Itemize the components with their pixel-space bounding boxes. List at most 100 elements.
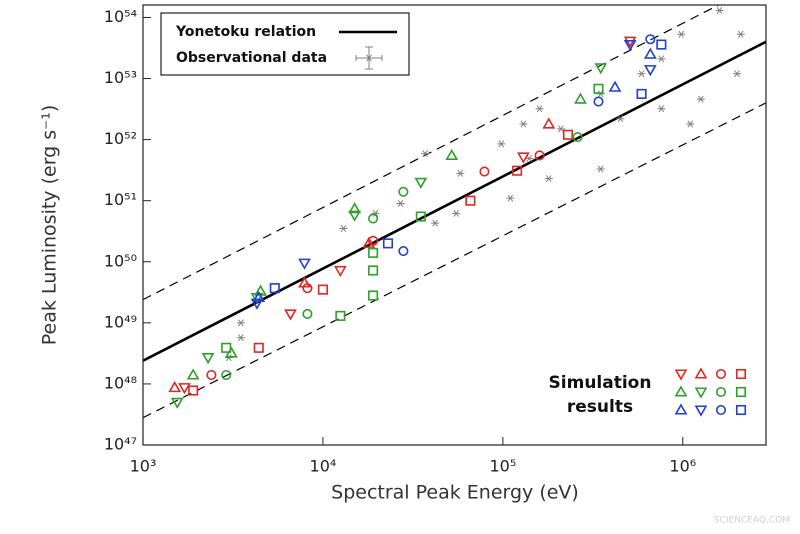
simulation-point bbox=[188, 385, 199, 396]
legend-box bbox=[160, 12, 410, 76]
annotation: Simulation bbox=[549, 373, 652, 393]
legend-swatch bbox=[694, 405, 708, 417]
simulation-point bbox=[348, 202, 361, 214]
simulation-point bbox=[516, 152, 530, 164]
simulation-point bbox=[368, 265, 379, 276]
observation-point bbox=[657, 55, 666, 63]
simulation-point bbox=[382, 238, 394, 249]
simulation-point bbox=[186, 368, 200, 380]
observation-point bbox=[497, 140, 506, 148]
simulation-point bbox=[253, 342, 264, 353]
y-tick-label: 10⁴⁷ bbox=[104, 435, 137, 454]
annotation: results bbox=[567, 397, 633, 417]
y-tick-label: 10⁵¹ bbox=[104, 190, 137, 209]
observation-point bbox=[715, 7, 724, 15]
observation-point bbox=[596, 90, 605, 98]
simulation-point bbox=[414, 177, 428, 189]
simulation-point bbox=[445, 148, 459, 161]
simulation-point bbox=[348, 210, 361, 222]
simulation-point bbox=[317, 284, 328, 295]
observation-point bbox=[236, 334, 245, 342]
x-tick-label: 10⁶ bbox=[669, 457, 696, 476]
y-tick-label: 10⁴⁸ bbox=[104, 373, 137, 392]
observation-point bbox=[431, 219, 440, 227]
simulation-point bbox=[269, 283, 280, 294]
y-tick-label: 10⁵³ bbox=[104, 68, 137, 87]
scatter-bound bbox=[143, 102, 766, 419]
observation-point bbox=[657, 105, 666, 113]
simulation-point bbox=[302, 283, 313, 294]
legend-swatch bbox=[674, 385, 688, 397]
simulation-point bbox=[623, 40, 637, 52]
observation-point bbox=[421, 150, 430, 158]
simulation-point bbox=[593, 96, 604, 107]
legend-swatch bbox=[365, 54, 373, 62]
simulation-point bbox=[643, 47, 657, 59]
x-axis-label: Spectral Peak Energy (eV) bbox=[331, 482, 579, 504]
y-axis-label: Peak Luminosity (erg s⁻¹) bbox=[39, 105, 61, 345]
observation-point bbox=[456, 169, 465, 177]
simulation-point bbox=[368, 235, 379, 246]
simulation-point bbox=[574, 92, 587, 104]
simulation-point bbox=[178, 383, 191, 395]
simulation-point bbox=[398, 245, 409, 257]
simulation-point bbox=[572, 132, 583, 143]
simulation-point bbox=[333, 265, 347, 278]
legend-swatch bbox=[694, 387, 708, 399]
simulation-point bbox=[368, 213, 379, 224]
legend-label: Observational data bbox=[176, 50, 327, 66]
plot-frame bbox=[142, 4, 767, 446]
simulation-point bbox=[594, 63, 608, 75]
x-tick-label: 10⁵ bbox=[489, 457, 516, 476]
legend-swatch bbox=[715, 386, 727, 398]
y-tick-label: 10⁵⁰ bbox=[104, 251, 137, 270]
observation-point bbox=[732, 70, 741, 78]
observation-point bbox=[677, 30, 686, 38]
plot-area bbox=[143, 5, 766, 419]
simulation-point bbox=[415, 211, 426, 222]
observation-point bbox=[556, 125, 565, 133]
simulation-point bbox=[562, 129, 574, 140]
simulation-point bbox=[645, 34, 656, 45]
x-tick-label: 10⁴ bbox=[310, 457, 337, 476]
observation-point bbox=[616, 115, 625, 123]
simulation-point bbox=[368, 247, 379, 258]
observation-point bbox=[452, 209, 461, 217]
scatter-bound bbox=[143, 5, 720, 301]
observation-point bbox=[596, 165, 605, 173]
x-tick-label: 10³ bbox=[130, 457, 157, 476]
simulation-point bbox=[398, 186, 409, 197]
observation-point bbox=[637, 70, 646, 78]
simulation-point bbox=[250, 292, 264, 305]
legend-label: Yonetoku relation bbox=[175, 24, 316, 40]
simulation-point bbox=[608, 80, 622, 92]
simulation-point bbox=[335, 310, 346, 321]
simulation-point bbox=[168, 381, 182, 393]
relation-line bbox=[143, 40, 766, 362]
simulation-point bbox=[298, 258, 311, 270]
legend-swatch bbox=[674, 403, 688, 415]
simulation-point bbox=[362, 236, 376, 248]
observation-point bbox=[506, 194, 515, 202]
simulation-point bbox=[593, 83, 604, 94]
y-tick-label: 10⁵⁴ bbox=[104, 7, 137, 26]
simulation-point bbox=[250, 298, 264, 310]
simulation-point bbox=[201, 353, 215, 365]
simulation-point bbox=[465, 195, 476, 206]
simulation-point bbox=[512, 165, 523, 176]
observation-point bbox=[736, 30, 745, 38]
observation-point bbox=[525, 155, 534, 163]
simulation-point bbox=[206, 369, 217, 381]
legend-swatch bbox=[715, 404, 727, 416]
observation-point bbox=[371, 209, 380, 217]
simulation-point bbox=[298, 276, 311, 288]
legend-swatch bbox=[735, 404, 747, 416]
simulation-point bbox=[284, 309, 297, 321]
simulation-point bbox=[643, 65, 657, 77]
observation-point bbox=[696, 95, 705, 103]
observation-point bbox=[236, 319, 245, 327]
observation-point bbox=[544, 175, 553, 183]
observation-point bbox=[535, 105, 544, 113]
simulation-point bbox=[221, 369, 232, 381]
